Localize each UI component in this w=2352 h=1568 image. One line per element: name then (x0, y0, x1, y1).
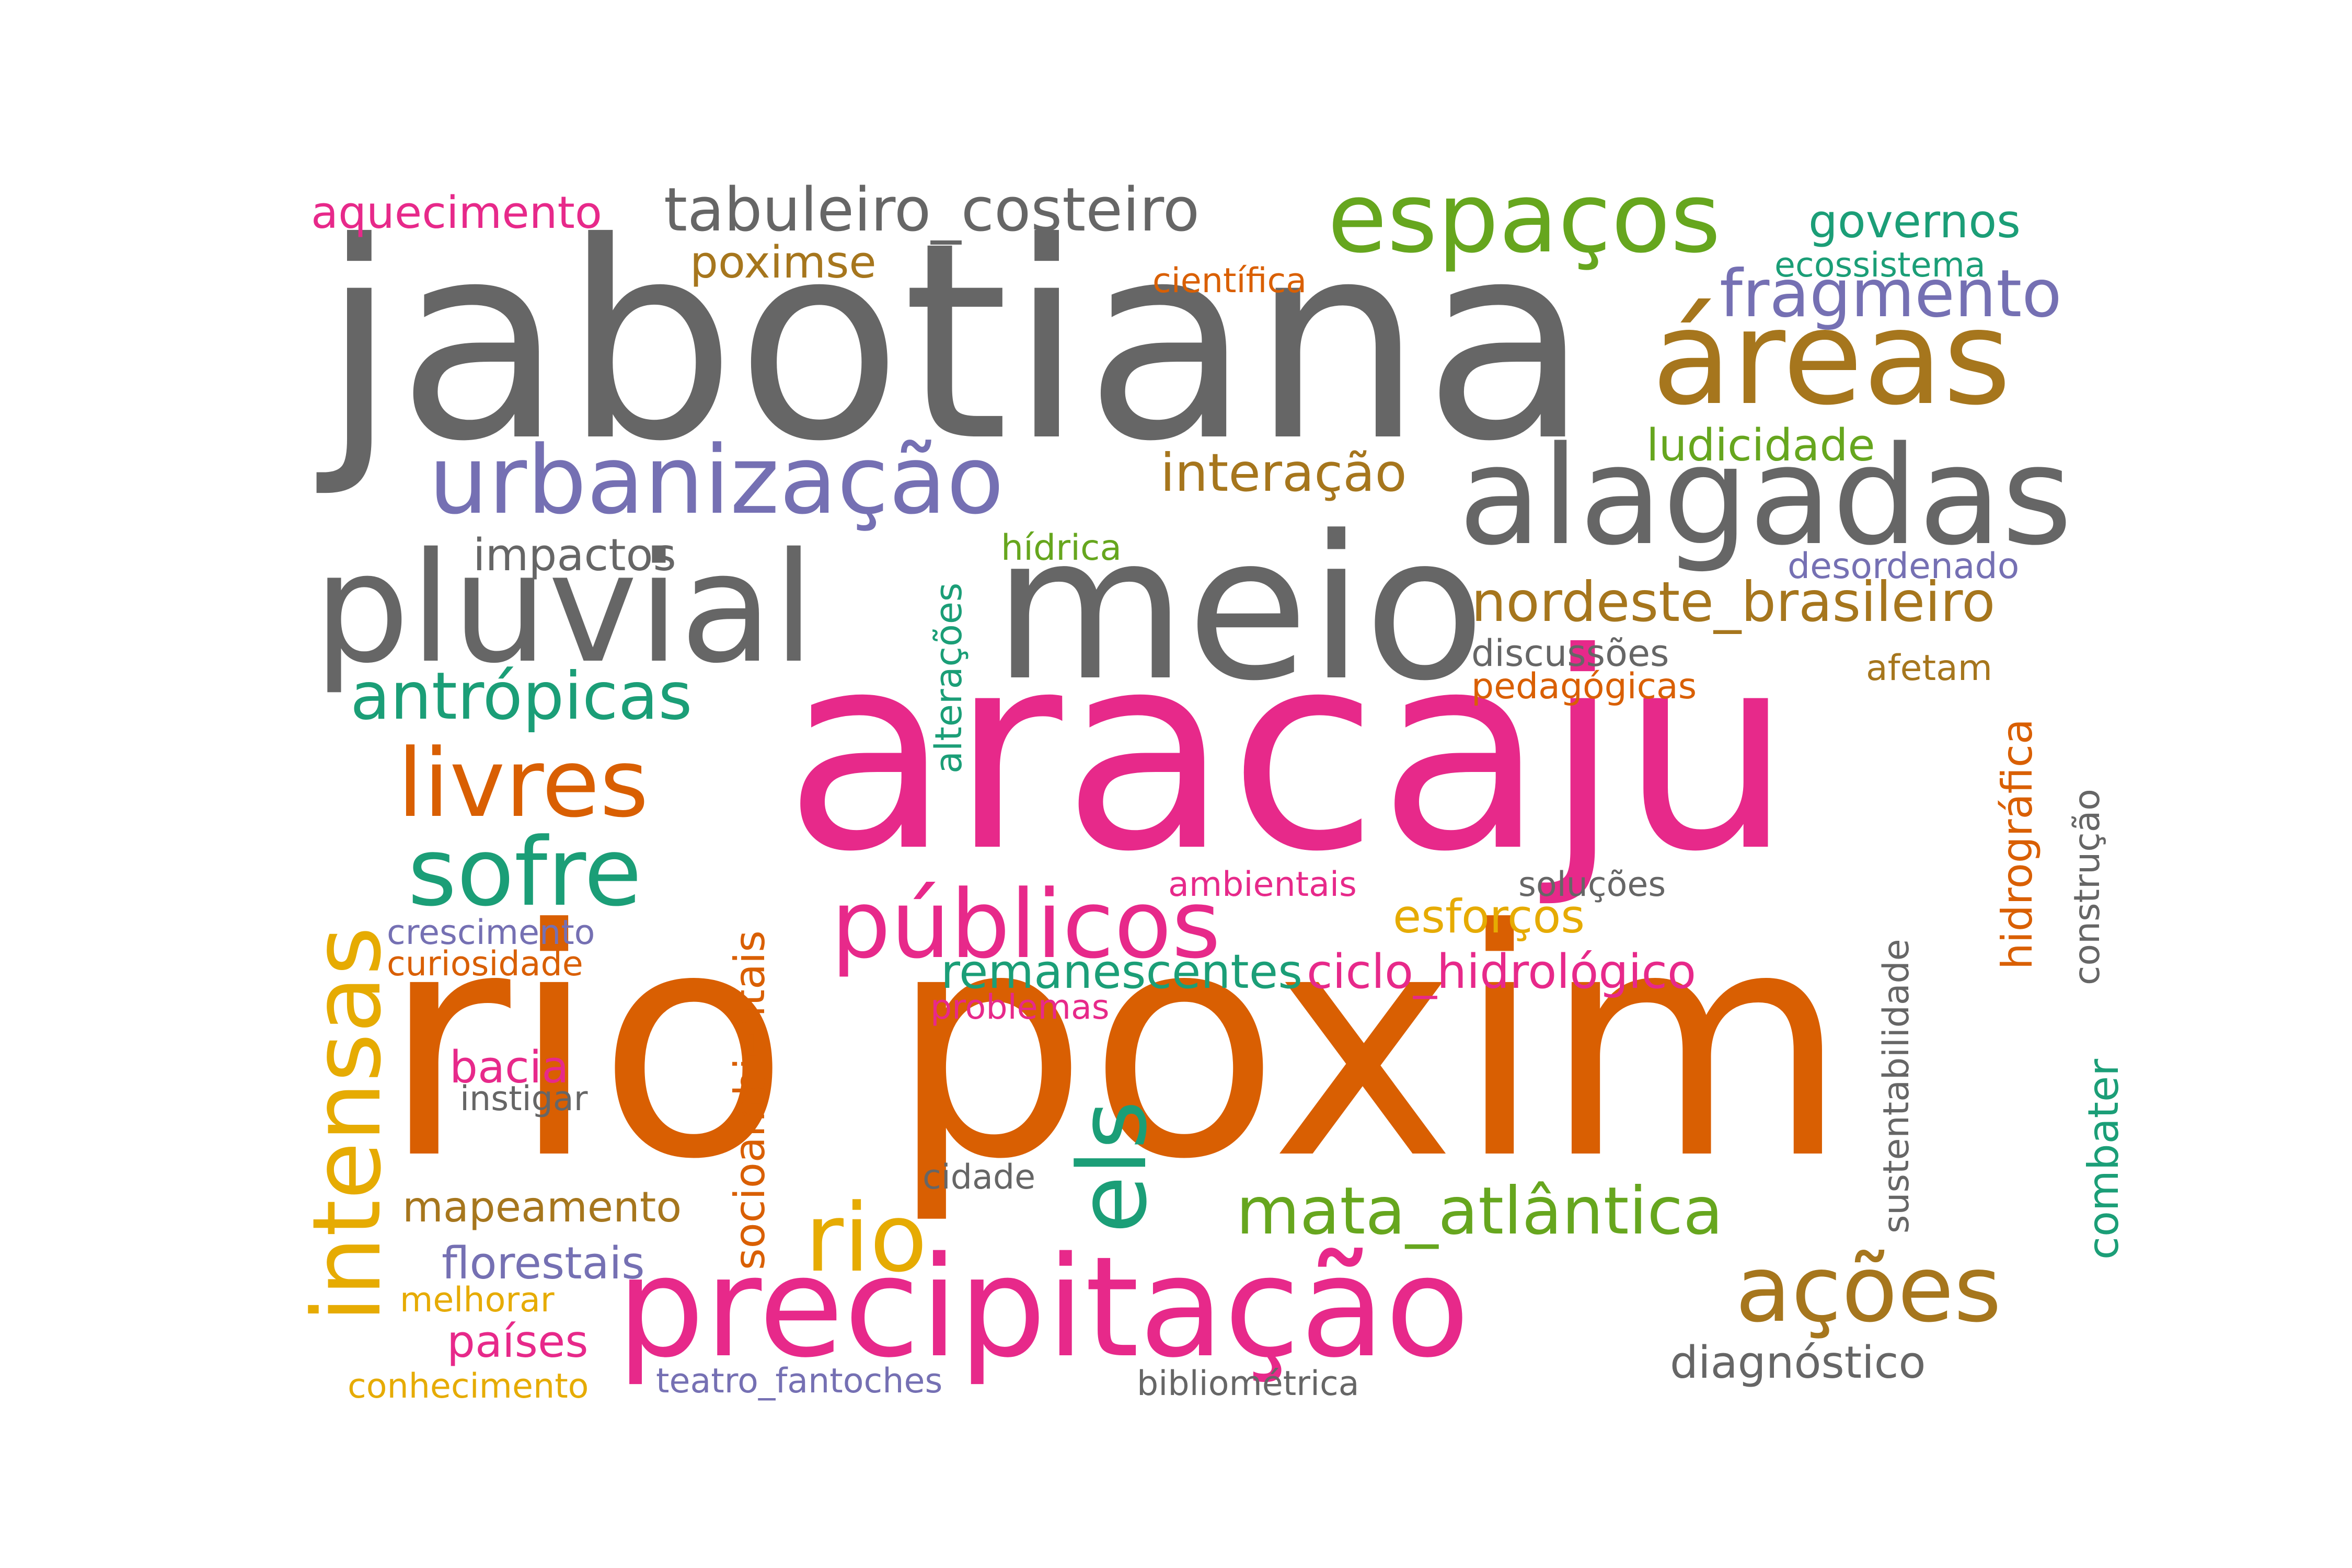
word-melhorar: melhorar (400, 1281, 555, 1320)
word-nordeste-brasileiro: nordeste_brasileiro (1471, 570, 1996, 634)
word-tabuleiro-costeiro: tabuleiro_costeiro (664, 175, 1200, 245)
word-ambientais: ambientais (1168, 865, 1357, 904)
word-solucoes: soluções (1518, 865, 1666, 904)
word-governos: governos (1808, 194, 2021, 248)
word-alagadas: alagadas (1458, 418, 2073, 575)
word-aquecimento: aquecimento (311, 187, 602, 239)
word-florestais: florestais (442, 1238, 645, 1289)
word-ciclo-hidrologico: ciclo_hidrológico (1307, 944, 1697, 999)
word-paises: países (447, 1316, 589, 1368)
word-desordenado: desordenado (1788, 546, 2020, 587)
word-sustentabilidade: sustentabilidade (1876, 939, 1917, 1233)
word-hidrografica: hidrográfica (1993, 719, 2042, 970)
word-alteracoes: alterações (927, 582, 970, 774)
word-urbanizacao: urbanização (429, 426, 1004, 535)
word-hidrica: hídrica (1001, 527, 1122, 569)
word-pedagogicas: pedagógicas (1471, 666, 1697, 707)
word-bibliometrica: bibliométrica (1137, 1364, 1359, 1403)
word-poximse: poximse (690, 237, 877, 289)
word-pluvial: pluvial (314, 521, 815, 697)
word-construcao: construção (2067, 789, 2108, 985)
word-teatro-fantoches: teatro_fantoches (656, 1362, 943, 1401)
word-diagnostico: diagnóstico (1670, 1337, 1926, 1389)
word-precipitacao: precipitação (617, 1227, 1470, 1388)
word-intensas: intensas (293, 926, 402, 1322)
word-aracaju: aracaju (784, 594, 1793, 911)
word-ludicidade: ludicidade (1646, 420, 1875, 471)
word-discussoes: discussões (1471, 632, 1669, 675)
word-esforcos: esforços (1393, 890, 1585, 943)
word-cientifica: científica (1152, 261, 1307, 301)
word-fragmento: fragmento (1720, 256, 2062, 332)
word-acoes: ações (1735, 1237, 2002, 1343)
word-meio: meio (993, 493, 1486, 724)
word-cidade: cidade (923, 1158, 1036, 1197)
word-remanescentes: remanescentes (941, 944, 1302, 999)
word-publicos: públicos (831, 870, 1221, 979)
word-mapeamento: mapeamento (402, 1183, 682, 1231)
word-espacos: espaços (1328, 162, 1721, 274)
word-ecossistema: ecossistema (1774, 246, 1986, 285)
word-livres: livres (397, 729, 649, 838)
word-conhecimento: conhecimento (348, 1367, 589, 1406)
word-impactos: impactos (473, 529, 676, 581)
word-antropicas: antrópicas (350, 659, 693, 734)
word-combater: combater (2079, 1058, 2128, 1260)
word-rio: rio (805, 1184, 928, 1293)
word-interacao: interação (1160, 442, 1407, 503)
word-sofre: sofre (408, 818, 642, 927)
word-areas: áreas (1652, 282, 2011, 434)
word-instigar: instigar (460, 1079, 588, 1119)
word-crescimento: crescimento (387, 913, 595, 952)
word-mata-atlantica: mata_atlântica (1236, 1173, 1723, 1249)
word-rio-poxim: rio poxim (382, 862, 1849, 1228)
word-problemas: problemas (930, 988, 1110, 1027)
word-bacia: bacia (449, 1042, 569, 1093)
word-els: els (1058, 1100, 1168, 1233)
word-afetam: afetam (1866, 648, 1993, 689)
word-socioambientais: socioambientais (725, 930, 774, 1270)
word-curiosidade: curiosidade (387, 944, 583, 984)
word-jabotiana: jabotiana (321, 184, 1590, 501)
